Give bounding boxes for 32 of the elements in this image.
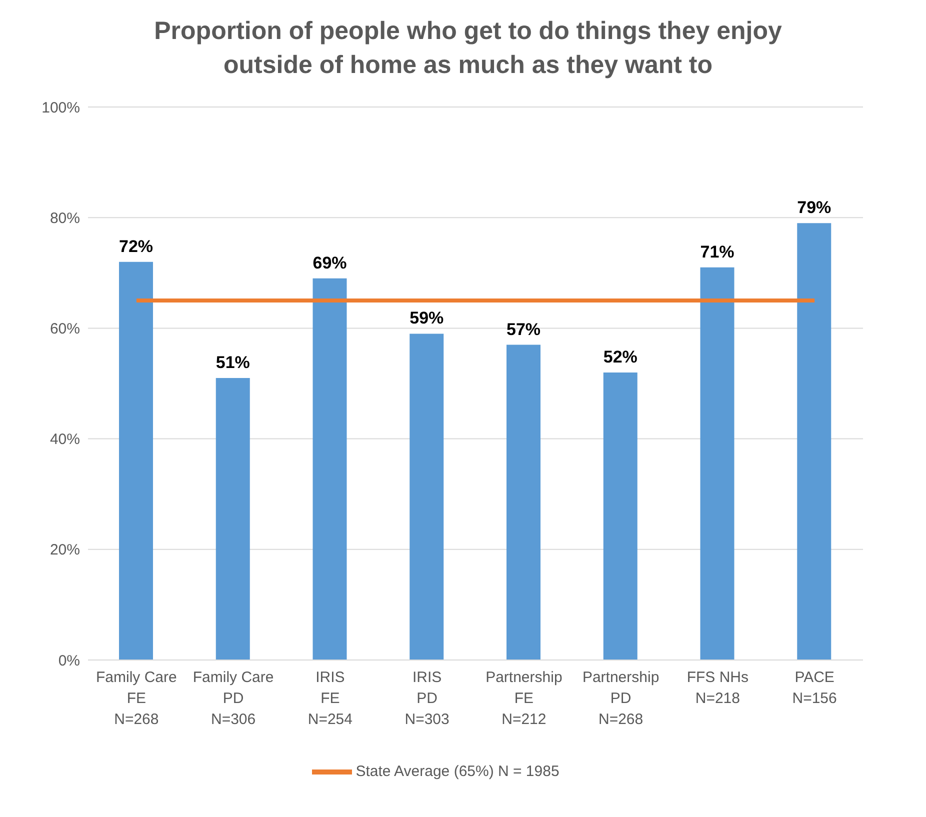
y-tick-label: 20% xyxy=(50,542,80,559)
legend-label: State Average (65%) N = 1985 xyxy=(356,762,560,780)
bar xyxy=(700,267,734,660)
data-label: 72% xyxy=(118,236,154,256)
data-label: 71% xyxy=(700,242,734,262)
bar xyxy=(216,378,250,660)
x-tick-label: Partnership PD N=268 xyxy=(582,669,660,728)
data-label: 79% xyxy=(797,198,832,218)
x-tick-label: IRIS PD N=303 xyxy=(404,669,450,728)
x-tick-label: Family Care PD N=306 xyxy=(192,669,274,728)
bar xyxy=(312,278,347,660)
data-label: 59% xyxy=(410,308,444,328)
data-label: 52% xyxy=(603,347,638,366)
x-tick-label: IRIS FE N=254 xyxy=(308,669,352,728)
y-tick-label: 80% xyxy=(50,210,80,227)
bar xyxy=(603,372,638,660)
data-label: 57% xyxy=(506,320,541,339)
y-tick-label: 40% xyxy=(50,431,80,448)
bar xyxy=(797,223,832,660)
y-tick-label: 60% xyxy=(50,320,80,338)
x-tick-label: Family Care FE N=268 xyxy=(96,669,177,728)
bar xyxy=(119,262,153,660)
x-tick-label: FFS NHs N=218 xyxy=(686,669,749,707)
bar xyxy=(410,334,444,660)
chart-title: Proportion of people who get to do things they enjoy outside of home as much as they want to xyxy=(153,16,783,81)
y-tick-label: 100% xyxy=(42,99,80,116)
data-label: 69% xyxy=(312,253,347,272)
data-label: 51% xyxy=(216,352,250,372)
x-tick-label: Partnership FE N=212 xyxy=(486,669,562,728)
y-tick-label: 0% xyxy=(58,652,80,670)
bar xyxy=(506,344,540,660)
x-tick-label: PACE N=156 xyxy=(792,669,837,707)
